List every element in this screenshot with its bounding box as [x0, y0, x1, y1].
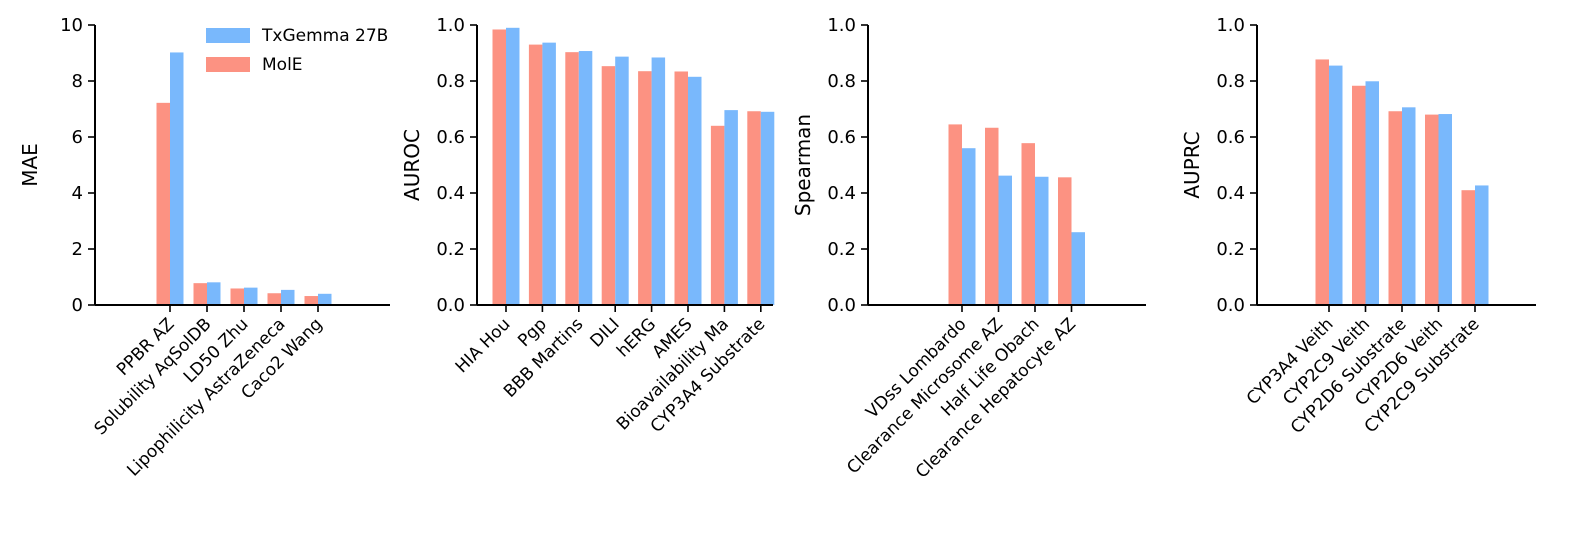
y-tick-label: 0.0 [827, 295, 856, 316]
bar-mole-0 [156, 102, 170, 305]
y-tick-label: 0.8 [827, 71, 856, 92]
bar-mole-4 [1461, 190, 1475, 305]
bar-txgemma-27b-0 [962, 148, 976, 305]
bar-txgemma-27b-7 [760, 111, 775, 305]
bar-txgemma-27b-2 [1035, 176, 1049, 305]
bar-mole-2 [1021, 143, 1035, 305]
y-axis-label: Spearman [791, 114, 815, 216]
bar-mole-0 [948, 124, 962, 306]
y-tick-label: 0.2 [1216, 239, 1245, 260]
bar-txgemma-27b-6 [724, 110, 738, 306]
legend-swatch-mole [206, 57, 250, 72]
y-tick-label: 0.0 [1216, 295, 1245, 316]
bar-txgemma-27b-3 [281, 289, 295, 305]
bar-mole-1 [985, 127, 999, 305]
bar-txgemma-27b-1 [1365, 81, 1379, 305]
bar-mole-4 [304, 296, 318, 305]
bar-txgemma-27b-1 [207, 282, 221, 305]
x-tick-label: hERG [613, 314, 660, 361]
y-tick-label: 0.4 [1216, 183, 1245, 204]
y-tick-label: 0.4 [436, 183, 465, 204]
bar-mole-2 [565, 52, 579, 305]
bar-mole-1 [193, 283, 207, 305]
bar-mole-1 [1352, 85, 1366, 305]
bar-mole-4 [638, 71, 652, 305]
y-tick-label: 0 [72, 295, 83, 316]
bar-txgemma-27b-0 [506, 27, 520, 306]
bar-mole-1 [528, 44, 543, 305]
legend-label-txgemma: TxGemma 27B [261, 26, 388, 46]
bar-txgemma-27b-0 [1329, 65, 1343, 305]
x-tick-label: Clearance Microsome AZ [843, 314, 1007, 478]
legend-swatch-txgemma [206, 28, 250, 43]
bar-txgemma-27b-0 [170, 52, 184, 305]
bar-mole-0 [492, 29, 506, 305]
y-tick-label: 2 [72, 239, 83, 260]
bar-txgemma-27b-4 [318, 293, 332, 305]
y-tick-label: 4 [72, 183, 83, 204]
y-tick-label: 1.0 [1216, 15, 1245, 36]
bar-txgemma-27b-5 [688, 76, 702, 305]
bar-mole-5 [674, 71, 688, 305]
y-axis-label: AUROC [400, 129, 424, 201]
y-tick-label: 1.0 [827, 15, 856, 36]
bar-mole-3 [1425, 114, 1439, 305]
bar-mole-3 [267, 293, 281, 305]
y-tick-label: 0.6 [827, 127, 856, 148]
bar-mole-3 [1058, 177, 1072, 305]
y-tick-label: 0.8 [1216, 71, 1245, 92]
bar-txgemma-27b-3 [615, 56, 629, 305]
x-tick-label: HIA Hou [452, 314, 515, 377]
bar-mole-6 [710, 125, 725, 305]
y-tick-label: 0.0 [436, 295, 465, 316]
y-tick-label: 0.2 [827, 239, 856, 260]
y-tick-label: 0.8 [436, 71, 465, 92]
bar-mole-2 [230, 288, 244, 305]
bar-txgemma-27b-2 [244, 287, 258, 305]
y-tick-label: 10 [60, 15, 83, 36]
y-axis-label: MAE [18, 143, 42, 187]
bar-txgemma-27b-4 [1475, 185, 1489, 305]
y-tick-label: 0.4 [827, 183, 856, 204]
y-axis-label: AUPRC [1180, 131, 1204, 198]
y-tick-label: 1.0 [436, 15, 465, 36]
bar-txgemma-27b-1 [998, 175, 1012, 305]
bar-mole-7 [747, 111, 761, 306]
bar-mole-2 [1388, 111, 1402, 306]
bar-txgemma-27b-1 [542, 42, 556, 305]
y-tick-label: 6 [72, 127, 83, 148]
y-tick-label: 0.6 [1216, 127, 1245, 148]
legend: TxGemma 27B MolE [206, 26, 388, 75]
bar-txgemma-27b-4 [651, 57, 666, 306]
bar-mole-3 [601, 66, 616, 305]
bar-txgemma-27b-2 [1402, 107, 1416, 305]
bar-txgemma-27b-3 [1071, 232, 1085, 305]
y-tick-label: 8 [72, 71, 83, 92]
bar-mole-0 [1315, 59, 1329, 305]
bar-txgemma-27b-2 [578, 51, 593, 305]
y-tick-label: 0.2 [436, 239, 465, 260]
legend-label-mole: MolE [262, 55, 303, 75]
y-tick-label: 0.6 [436, 127, 465, 148]
bar-txgemma-27b-3 [1438, 114, 1452, 305]
